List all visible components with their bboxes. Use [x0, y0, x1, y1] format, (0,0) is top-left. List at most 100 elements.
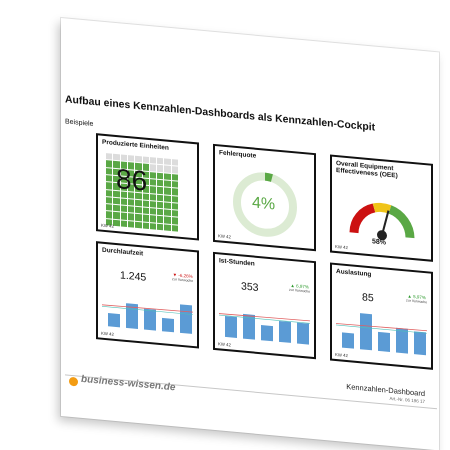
- gauge-hub: [377, 230, 387, 241]
- donut-fill: [233, 172, 297, 237]
- waffle-cell: [171, 195, 178, 203]
- section-label: Beispiele: [65, 118, 94, 128]
- waffle-cell: [127, 213, 135, 221]
- document-title: Aufbau eines Kennzahlen-Dashboards als K…: [65, 94, 376, 134]
- waffle-cell: [149, 178, 157, 186]
- waffle-cell: [171, 166, 178, 174]
- hours-delta: ▲ 6,97% zur Vorwoche: [289, 282, 311, 295]
- average-line: [102, 306, 193, 315]
- waffle-cell: [142, 214, 149, 222]
- bar: [126, 303, 138, 330]
- waffle-cell: [149, 171, 157, 179]
- waffle-cell: [135, 155, 142, 163]
- waffle-cell: [149, 208, 157, 216]
- waffle-cell: [106, 167, 113, 175]
- waffle-cell: [106, 153, 113, 160]
- waffle-cell: [135, 206, 142, 214]
- bar: [261, 325, 273, 342]
- tile-title: Produzierte Einheiten: [102, 138, 169, 152]
- target-line: [335, 323, 428, 332]
- waffle-cell: [171, 188, 178, 196]
- bar: [342, 332, 354, 349]
- week-label: KW 42: [218, 233, 231, 240]
- bar: [396, 327, 408, 354]
- waffle-cell: [135, 214, 142, 222]
- hours-value: 353: [241, 280, 259, 294]
- error-value: 4%: [252, 194, 276, 214]
- gauge-chart: [349, 202, 415, 241]
- waffle-cell: [157, 201, 164, 209]
- waffle-cell: [113, 197, 120, 205]
- waffle-cell: [135, 221, 142, 229]
- footer-doc-title: Kennzahlen-Dashboard: [346, 381, 425, 399]
- gauge-yellow: [372, 202, 392, 214]
- bar: [243, 313, 255, 340]
- waffle-cell: [106, 174, 113, 182]
- waffle-cell: [171, 224, 178, 232]
- waffle-cell: [164, 194, 171, 202]
- bar: [180, 304, 192, 334]
- waffle-cell: [106, 204, 113, 212]
- waffle-cell: [157, 216, 164, 224]
- waffle-cell: [149, 193, 157, 201]
- bar: [378, 331, 390, 352]
- waffle-cell: [127, 206, 135, 214]
- week-label: KW 42: [101, 222, 114, 229]
- waffle-cell: [164, 202, 171, 210]
- waffle-cell: [113, 212, 120, 220]
- bar: [414, 331, 426, 356]
- waffle-cell: [113, 219, 120, 227]
- tile-error-rate: Fehlerquote 4% KW 42: [213, 143, 316, 252]
- bar: [279, 320, 291, 343]
- lead-delta: ▼ -6,26% zur Vorwoche: [172, 272, 194, 284]
- tile-title: Auslastung: [336, 268, 372, 279]
- waffle-cell: [149, 186, 157, 194]
- target-line: [101, 304, 194, 313]
- waffle-cell: [164, 173, 171, 180]
- waffle-cell: [171, 173, 178, 181]
- waffle-cell: [157, 157, 164, 165]
- waffle-cell: [120, 212, 127, 220]
- waffle-cell: [164, 216, 171, 224]
- gauge-green: [388, 205, 415, 239]
- tile-lead-time: Durchlaufzeit 1.245 ▼ -6,26% zur Vorwoch…: [96, 241, 199, 349]
- bar: [225, 316, 237, 339]
- waffle-cell: [164, 224, 171, 231]
- week-label: KW 42: [335, 351, 348, 359]
- waffle-cell: [113, 204, 120, 212]
- waffle-cell: [127, 155, 135, 162]
- waffle-cell: [157, 223, 164, 231]
- waffle-cell: [127, 198, 135, 206]
- units-value: 86: [116, 163, 148, 197]
- oee-value: 58%: [372, 238, 387, 247]
- waffle-cell: [157, 194, 164, 202]
- waffle-cell: [157, 186, 164, 194]
- waffle-cell: [142, 156, 149, 164]
- waffle-cell: [157, 179, 164, 187]
- waffle-cell: [106, 182, 113, 190]
- waffle-cell: [113, 153, 120, 161]
- waffle-cell: [142, 207, 149, 215]
- waffle-cell: [164, 187, 171, 195]
- waffle-cell: [120, 198, 127, 206]
- bar: [162, 317, 174, 333]
- waffle-cell: [157, 208, 164, 216]
- average-line: [336, 324, 427, 334]
- waffle-cell: [106, 196, 113, 204]
- waffle-cell: [157, 165, 164, 172]
- waffle-cell: [149, 164, 157, 172]
- waffle-cell: [142, 200, 149, 208]
- waffle-cell: [120, 220, 127, 227]
- donut-chart: [233, 172, 297, 237]
- waffle-cell: [149, 215, 157, 223]
- waffle-cell: [149, 157, 157, 164]
- target-line: [218, 313, 311, 322]
- waffle-cell: [120, 154, 127, 162]
- waffle-cell: [106, 189, 113, 197]
- waffle-cell: [157, 172, 164, 180]
- waffle-cell: [106, 211, 113, 219]
- waffle-cell: [171, 202, 178, 210]
- bar: [297, 322, 309, 345]
- week-label: KW 42: [335, 243, 348, 251]
